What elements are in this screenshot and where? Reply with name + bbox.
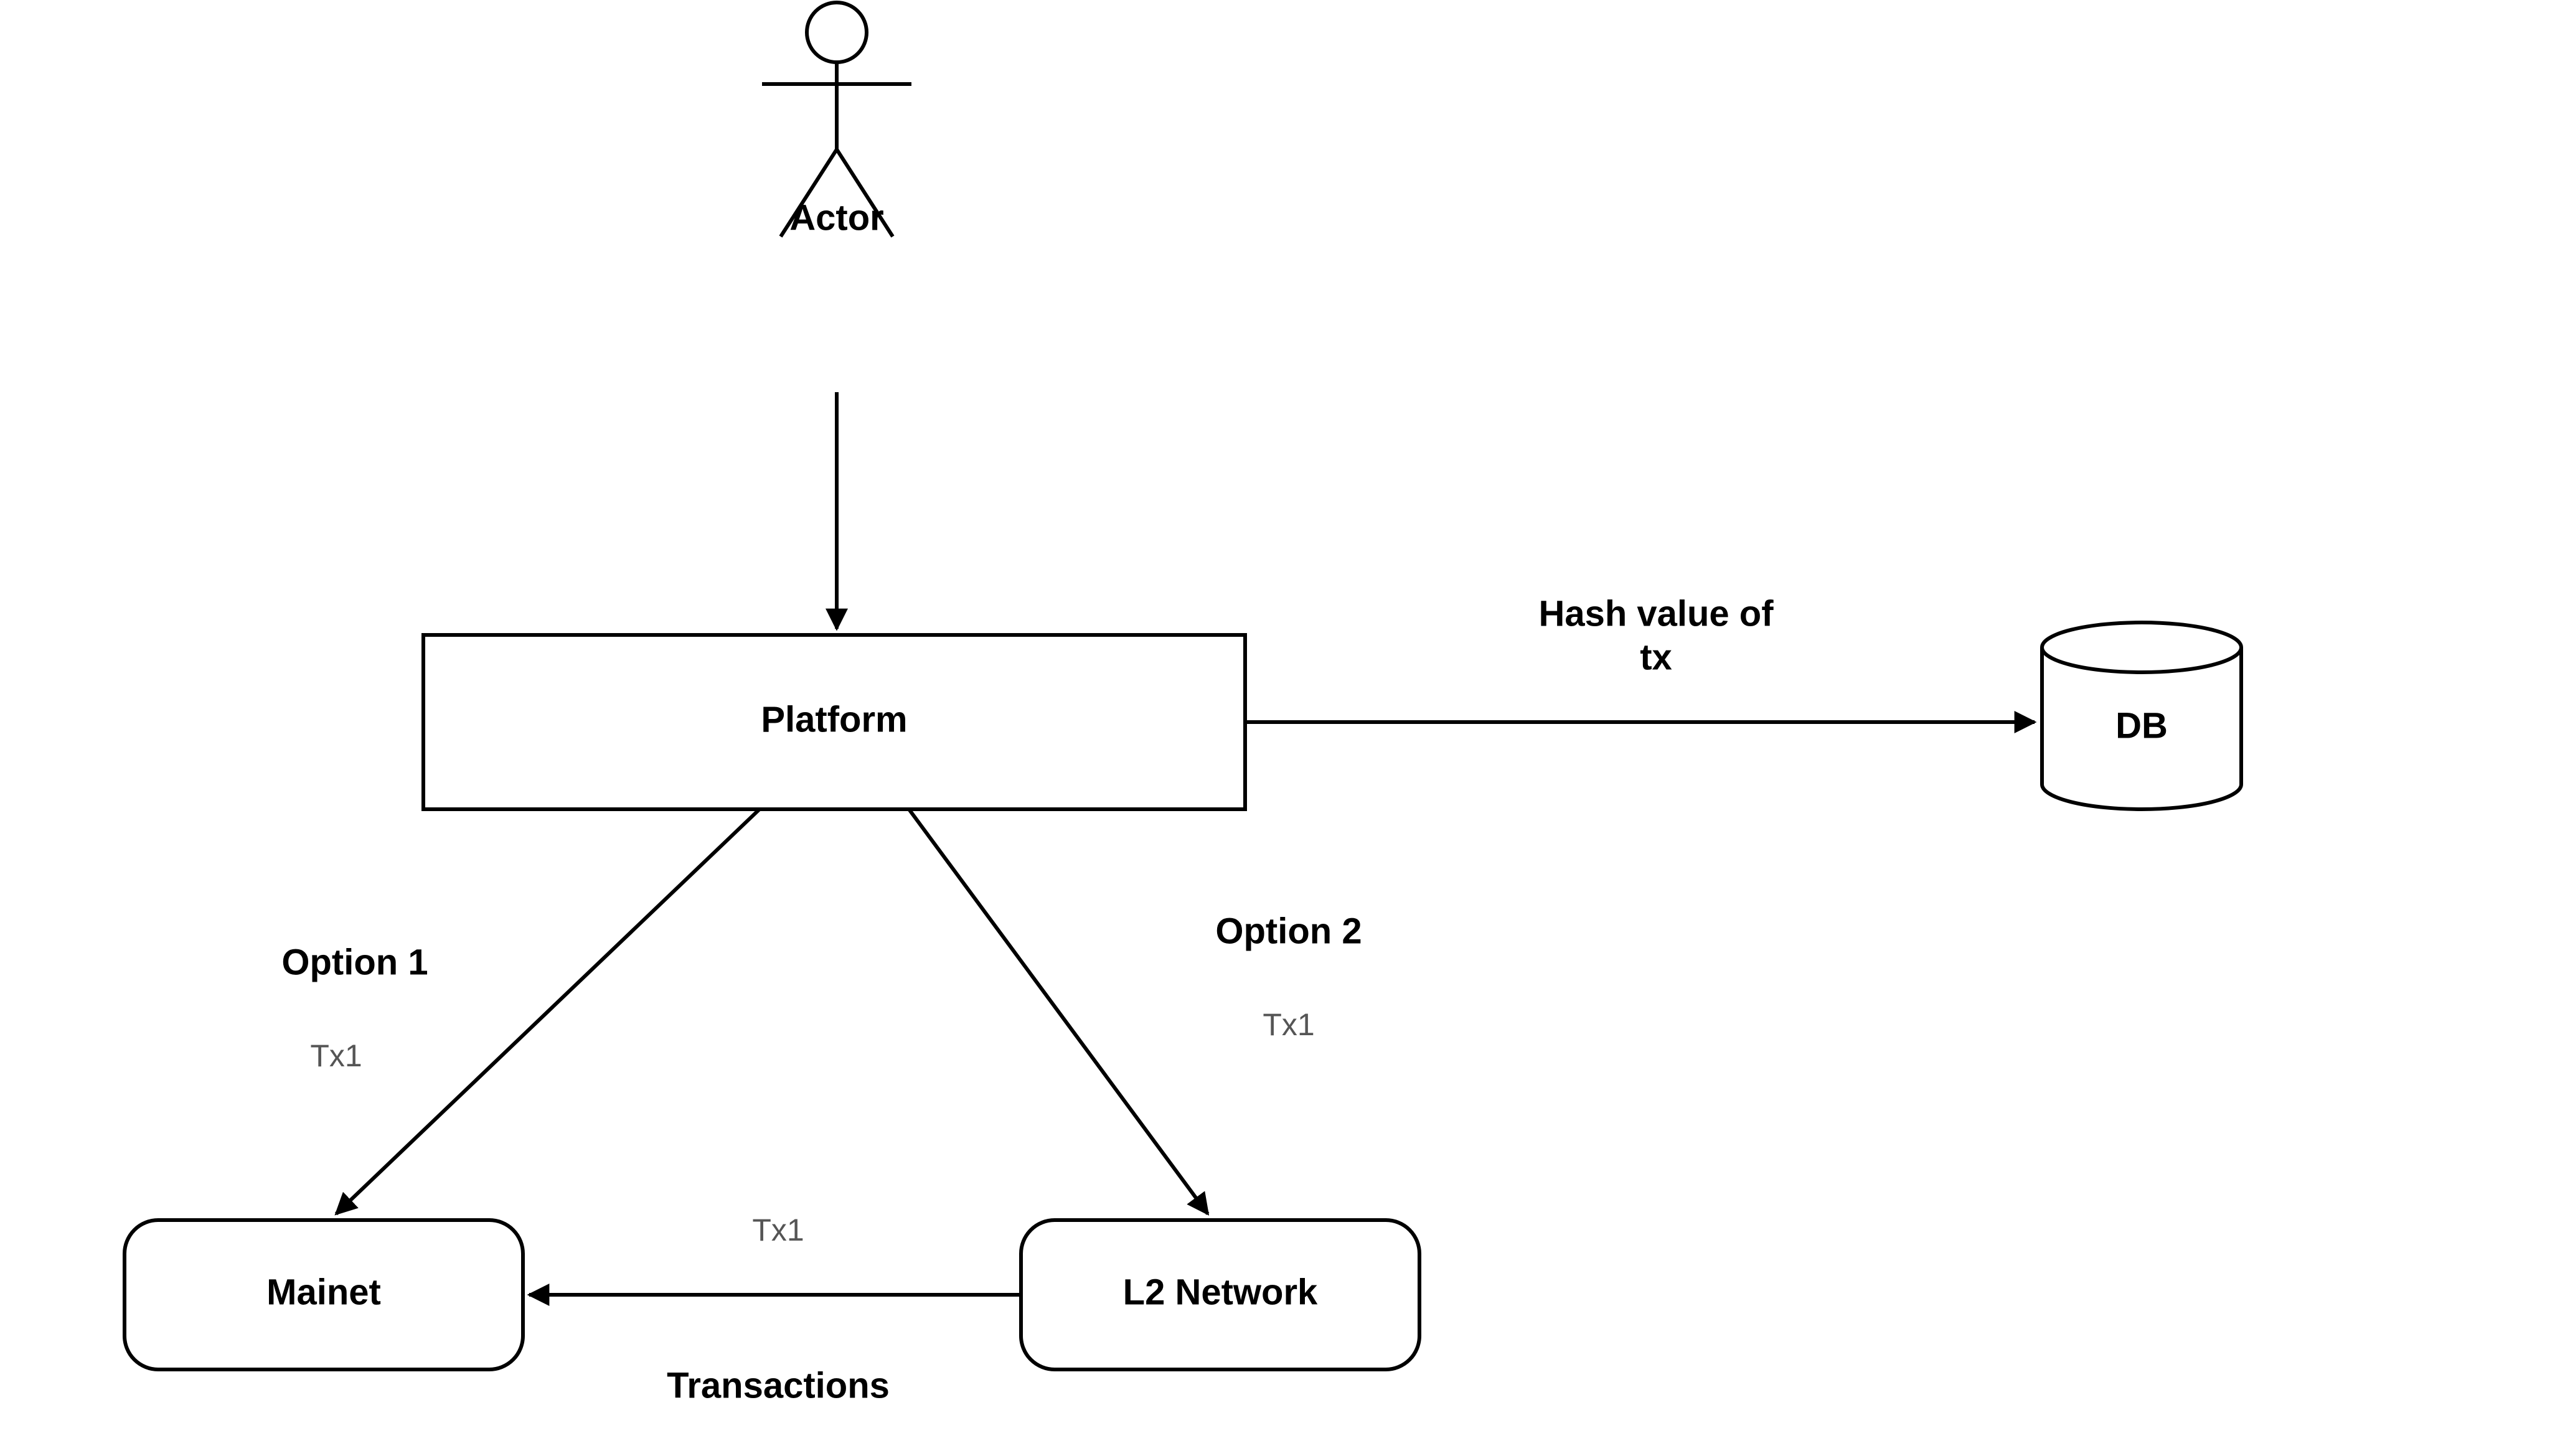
mainet-node: Mainet	[125, 1220, 523, 1369]
edge-platform-to-db-label-1: tx	[1640, 637, 1672, 677]
mainet-label: Mainet	[266, 1272, 381, 1312]
architecture-diagram: Actor Platform DB Mainet L2 Network Hash valu…	[0, 0, 2555, 1456]
edge-platform-to-db: Hash value oftx	[1245, 593, 2035, 722]
platform-node: Platform	[423, 635, 1245, 809]
edge-platform-to-db-label-0: Hash value of	[1538, 593, 1774, 634]
l2-node: L2 Network	[1021, 1220, 1419, 1369]
edge-l2-to-mainet-label-0: Tx1	[752, 1213, 804, 1247]
l2-label: L2 Network	[1123, 1272, 1318, 1312]
edge-platform-to-mainet-label-1: Tx1	[310, 1038, 362, 1073]
db-node: DB	[2042, 622, 2241, 809]
actor-label: Actor	[789, 197, 883, 238]
edge-l2-to-mainet: Tx1 Transactions	[529, 1213, 1021, 1406]
edge-platform-to-mainet: Option 1 Tx1	[281, 809, 760, 1214]
actor-node: Actor	[762, 2, 911, 238]
edge-l2-to-mainet-label-1: Transactions	[667, 1365, 890, 1406]
platform-label: Platform	[761, 699, 907, 740]
edge-platform-to-l2-label-1: Tx1	[1263, 1007, 1314, 1042]
edge-platform-to-l2-label-0: Option 2	[1215, 911, 1362, 951]
edge-platform-to-l2: Option 2 Tx1	[909, 809, 1362, 1214]
edge-platform-to-mainet-label-0: Option 1	[281, 942, 428, 982]
db-label: DB	[2115, 705, 2168, 746]
